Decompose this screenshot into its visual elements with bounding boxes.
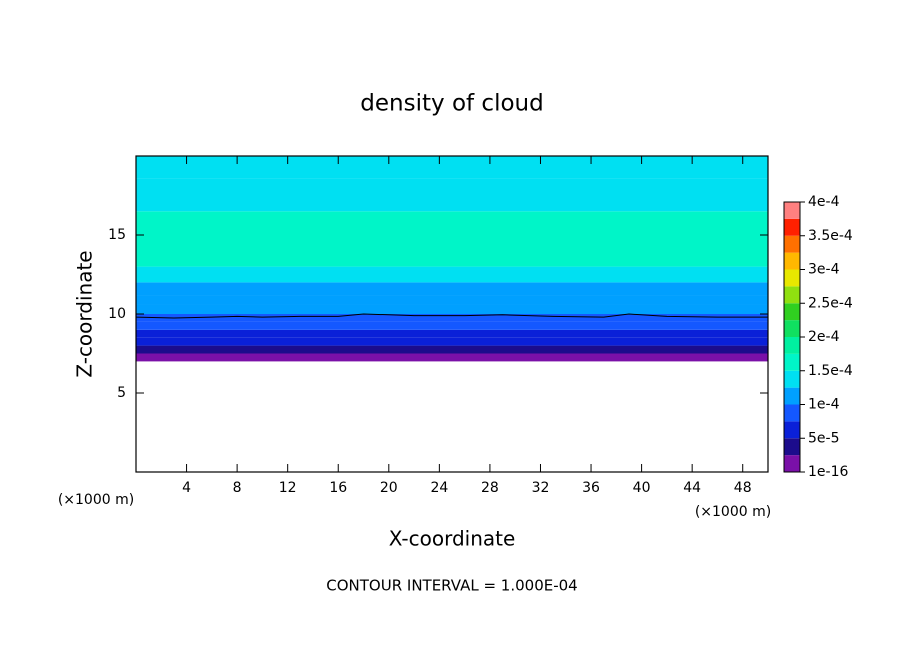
colorbar-label: 1e-4: [808, 397, 840, 413]
colorbar-swatch: [784, 252, 800, 270]
colorbar-label: 1e-16: [808, 464, 848, 480]
contour-band: [136, 321, 768, 330]
contour-band: [136, 353, 768, 362]
x-tick-label: 24: [430, 480, 448, 496]
chart-title: density of cloud: [360, 91, 543, 117]
colorbar-label: 3.5e-4: [808, 228, 853, 244]
x-tick-label: 16: [329, 480, 347, 496]
contour-band: [136, 304, 768, 314]
contour-band: [136, 295, 768, 305]
colorbar-label: 2e-4: [808, 329, 840, 345]
x-tick-label: 20: [380, 480, 398, 496]
colorbar-label: 3e-4: [808, 262, 840, 278]
contour-band: [136, 178, 768, 196]
colorbar-swatch: [784, 303, 800, 321]
colorbar-label: 2.5e-4: [808, 295, 853, 311]
x-tick-label: 28: [481, 480, 499, 496]
colorbar-swatch: [784, 404, 800, 422]
colorbar-swatch: [784, 438, 800, 456]
colorbar-swatch: [784, 218, 800, 236]
contour-line: [135, 313, 768, 319]
x-tick-label: 36: [582, 480, 600, 496]
colorbar-swatch: [784, 353, 800, 371]
x-tick-label: 4: [182, 480, 191, 496]
colorbar-swatch: [784, 387, 800, 405]
y-tick-label: 15: [108, 227, 126, 243]
x-tick-label: 40: [633, 480, 651, 496]
contour-band: [136, 211, 768, 267]
colorbar-swatch: [784, 421, 800, 439]
colorbar-swatch: [784, 235, 800, 253]
y-unit: (×1000 m): [58, 492, 134, 508]
x-tick-label: 8: [233, 480, 242, 496]
colorbar-label: 4e-4: [808, 194, 840, 210]
colorbar-label: 5e-5: [808, 430, 839, 446]
contour-band: [136, 282, 768, 296]
y-axis-label: Z-coordinate: [73, 250, 97, 377]
colorbar-label: 1.5e-4: [808, 363, 853, 379]
y-tick-label: 10: [108, 306, 126, 322]
contour-band: [136, 329, 768, 338]
colorbar-swatch: [784, 370, 800, 388]
contour-band: [136, 337, 768, 346]
colorbar-swatch: [784, 202, 800, 219]
colorbar-swatch: [784, 320, 800, 337]
x-unit: (×1000 m): [695, 504, 771, 520]
x-tick-label: 48: [734, 480, 752, 496]
contour-band: [136, 314, 768, 322]
contour-band: [136, 345, 768, 354]
contour-band: [136, 266, 768, 283]
colorbar-swatch: [784, 269, 800, 287]
x-tick-label: 44: [683, 480, 701, 496]
colorbar-swatch: [784, 286, 800, 304]
y-tick-label: 5: [117, 385, 126, 401]
x-tick-label: 12: [279, 480, 297, 496]
colorbar-swatch: [784, 337, 800, 354]
x-axis-label: X-coordinate: [389, 527, 516, 551]
contour-band: [136, 156, 768, 179]
footer: CONTOUR INTERVAL = 1.000E-04: [326, 577, 577, 595]
contour-band: [136, 195, 768, 212]
colorbar-swatch: [784, 455, 800, 472]
x-tick-label: 32: [532, 480, 550, 496]
